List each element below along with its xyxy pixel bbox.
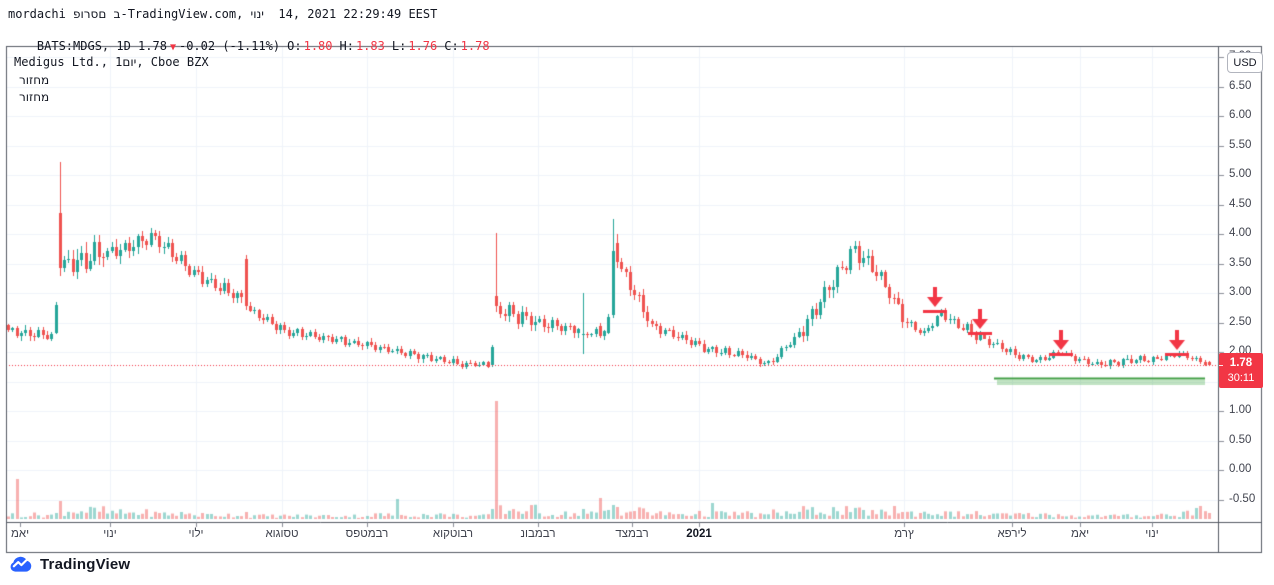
last-price-value: 1.78 <box>1229 357 1253 369</box>
high-label: H: <box>339 39 354 53</box>
tradingview-logo[interactable]: TradingView <box>8 556 130 573</box>
time-axis-month-label: ספטמבר <box>345 528 389 540</box>
legend-volume-indicator[interactable]: מחזור <box>19 73 50 87</box>
time-axis-month-label: מאי <box>10 528 30 540</box>
price-axis-tick: 3.50 <box>1229 256 1252 269</box>
legend-volume-indicator[interactable]: מחזור <box>19 90 50 104</box>
time-axis-month-label: אוגוסט <box>265 528 299 540</box>
low-value: 1.76 <box>408 39 438 53</box>
time-axis-month-label: יוני <box>1145 528 1159 540</box>
price-axis-tick: 0.00 <box>1229 463 1252 475</box>
time-axis-year-label: 2021 <box>686 528 712 540</box>
change-text: -0.02 (-1.11%) <box>178 39 281 53</box>
price-axis-tick: 3.00 <box>1229 286 1252 298</box>
price-axis-tick: 5.50 <box>1229 138 1252 151</box>
price-axis-tick: 0.50 <box>1229 433 1252 446</box>
symbol-ticker-text: BATS:MDGS, 1D 1.78 <box>36 39 167 53</box>
legend-symbol-title[interactable]: Medigus Ltd., יום1, Cboe BZX <box>14 55 209 69</box>
price-axis-tick: 4.50 <box>1229 197 1252 210</box>
low-label: L: <box>391 39 407 53</box>
high-value: 1.83 <box>355 39 385 53</box>
price-axis-tick: 2.50 <box>1229 315 1252 328</box>
tradingview-cloud-icon <box>10 556 32 572</box>
published-by-line: mordachi פורסם ב-TradingView.com, יוני 1… <box>8 7 438 21</box>
price-axis-tick: 6.50 <box>1229 79 1252 92</box>
open-label: O: <box>287 39 302 53</box>
close-label: C: <box>444 39 459 53</box>
time-axis-month-label: מאי <box>1070 528 1090 540</box>
symbol-status-line: BATS:MDGS, 1D 1.78 ▼ -0.02 (-1.11%) O: 1.80 H… <box>8 25 490 67</box>
time-axis-month-label: אפריל <box>997 528 1027 540</box>
time-axis-month-label: יוני <box>103 528 117 540</box>
close-value: 1.78 <box>460 39 490 53</box>
time-axis-month-label: דצמבר <box>615 528 649 540</box>
price-down-triangle-icon: ▼ <box>169 42 176 53</box>
last-price-badge: 1.78 30:11 <box>1219 353 1263 388</box>
open-value: 1.80 <box>303 39 333 53</box>
price-axis-tick: 4.00 <box>1229 227 1252 239</box>
tradingview-wordmark: TradingView <box>40 556 131 573</box>
price-axis-tick: -0.50 <box>1229 492 1256 505</box>
price-axis-tick: 5.00 <box>1229 168 1252 180</box>
bar-countdown: 30:11 <box>1227 372 1255 385</box>
time-axis-month-label: אוקטובר <box>432 528 474 540</box>
currency-usd-button[interactable]: USD <box>1227 52 1263 73</box>
time-axis-month-label: יולי <box>188 528 204 540</box>
time-axis-month-label: נובמבר <box>520 528 556 540</box>
price-axis-tick: 1.00 <box>1229 404 1252 416</box>
price-axis-tick: 6.00 <box>1229 109 1252 121</box>
time-axis-month-label: מרץ <box>894 528 914 540</box>
